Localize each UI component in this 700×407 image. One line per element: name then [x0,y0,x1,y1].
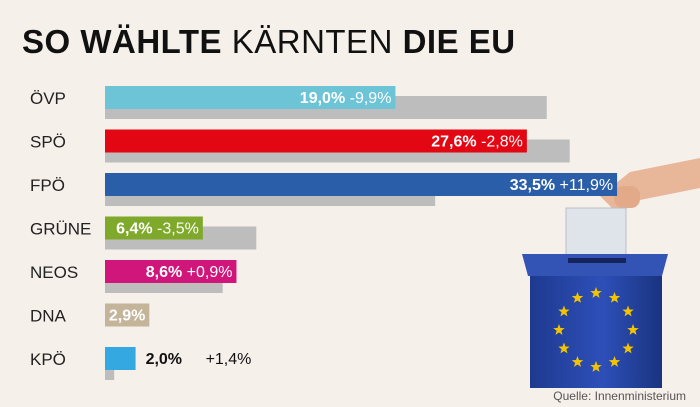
title-part-2: KÄRNTEN [231,23,393,60]
bar-spoe [105,129,527,153]
star-icon [608,291,621,303]
bar-oevp [105,86,396,109]
category-label-dna: DNA [30,307,67,326]
value-label-dna: 2,9% [109,308,145,325]
star-icon [571,356,584,367]
eu-stars [553,287,639,372]
ballot-box-illustration [522,158,700,388]
category-label-neos: NEOS [30,263,78,282]
bar-labels-neos: 8,6% +0,9% [146,264,233,281]
bar-labels-dna: 2,9% [109,308,145,325]
chart-title: SO WÄHLTE KÄRNTEN DIE EU [22,22,516,62]
fingers-icon [614,186,640,208]
category-label-oevp: ÖVP [30,89,66,108]
source-note: Quelle: Innenministerium [553,389,686,403]
bar-gruene [105,216,203,240]
change-label-gruene: -3,5% [153,221,199,238]
change-label-fpoe: +11,9% [555,177,613,194]
star-icon [627,324,639,335]
bar-kpoe [105,347,136,370]
star-icon [590,287,602,298]
value-label-fpoe: 33,5% [510,177,555,194]
ballot-box-lid [522,254,668,276]
value-label-neos: 8,6% [146,264,182,281]
bar-labels-fpoe: 33,5% +11,9% [510,177,613,194]
star-icon [622,342,634,354]
star-icon [622,305,634,317]
star-icon [558,342,570,354]
value-label-oevp: 19,0% [300,90,345,107]
bar-labels-spoe: 27,6% -2,8% [431,134,523,151]
category-label-gruene: GRÜNE [30,220,91,239]
value-label-gruene: 6,4% [116,221,152,238]
ballot-box-slot [568,258,626,263]
bar-labels-gruene: 6,4% -3,5% [116,221,199,238]
star-icon [553,324,565,335]
bar-dna [105,303,150,327]
change-label-oevp: -9,9% [345,90,391,107]
star-icon [608,356,621,367]
value-label-spoe: 27,6% [431,134,476,151]
category-label-kpoe: KPÖ [30,350,66,369]
title-part-1: SO WÄHLTE [22,23,223,60]
value-label-kpoe: 2,0% [146,351,182,368]
change-label-spoe: -2,8% [477,134,523,151]
bar-neos [105,260,237,283]
star-icon [558,305,570,317]
star-icon [571,291,584,303]
change-label-neos: +0,9% [182,264,232,281]
title-part-3: DIE EU [402,23,516,60]
bar-fpoe [105,173,618,196]
category-label-fpoe: FPÖ [30,176,65,195]
change-label-kpoe: +1,4% [206,351,252,368]
category-label-spoe: SPÖ [30,133,66,152]
bars-group: ÖVP 19,0% -9,9% SPÖ 27,6% -2,8% FPÖ 33,5% +11… [30,86,618,380]
star-icon [590,361,602,372]
bar-labels-oevp: 19,0% -9,9% [300,90,392,107]
